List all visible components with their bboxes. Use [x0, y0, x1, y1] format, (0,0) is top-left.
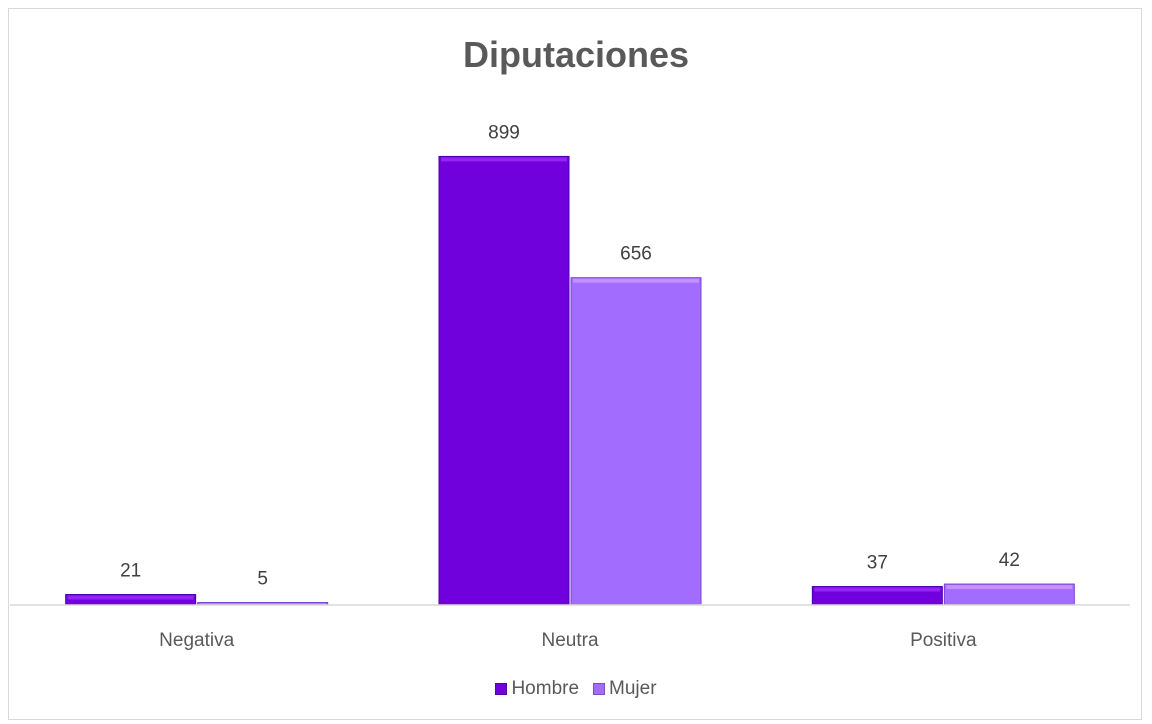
bar-highlight-mujer-positiva: [946, 585, 1073, 590]
legend-label-mujer: Mujer: [609, 678, 657, 699]
data-label-mujer-positiva: 42: [999, 550, 1020, 571]
bar-highlight-hombre-negativa: [67, 595, 194, 600]
legend-item-mujer: Mujer: [593, 678, 657, 700]
bars-group: [65, 155, 1075, 606]
data-label-mujer-neutra: 656: [620, 244, 652, 265]
legend: Hombre Mujer: [0, 678, 1152, 700]
chart-title: Diputaciones: [462, 34, 690, 75]
data-label-hombre-negativa: 21: [120, 561, 141, 582]
legend-swatch-mujer: [593, 683, 606, 695]
data-label-mujer-negativa: 5: [257, 569, 268, 590]
category-label-neutra: Neutra: [541, 630, 598, 651]
labels-group: 21 5 Negativa 899 656 Neutra 37 42 Positiva: [120, 122, 1020, 651]
legend-swatch-hombre: [495, 683, 508, 695]
category-label-negativa: Negativa: [159, 630, 234, 651]
bar-mujer-neutra: [570, 277, 702, 606]
bar-hombre-neutra: [438, 155, 570, 606]
data-label-hombre-positiva: 37: [867, 553, 888, 574]
legend-label-hombre: Hombre: [511, 678, 580, 699]
data-label-hombre-neutra: 899: [488, 122, 520, 143]
bar-highlight-hombre-neutra: [441, 157, 567, 162]
bar-highlight-hombre-positiva: [814, 587, 941, 592]
bar-highlight-mujer-neutra: [573, 278, 699, 283]
category-label-positiva: Positiva: [910, 630, 977, 651]
legend-item-hombre: Hombre: [495, 678, 579, 700]
